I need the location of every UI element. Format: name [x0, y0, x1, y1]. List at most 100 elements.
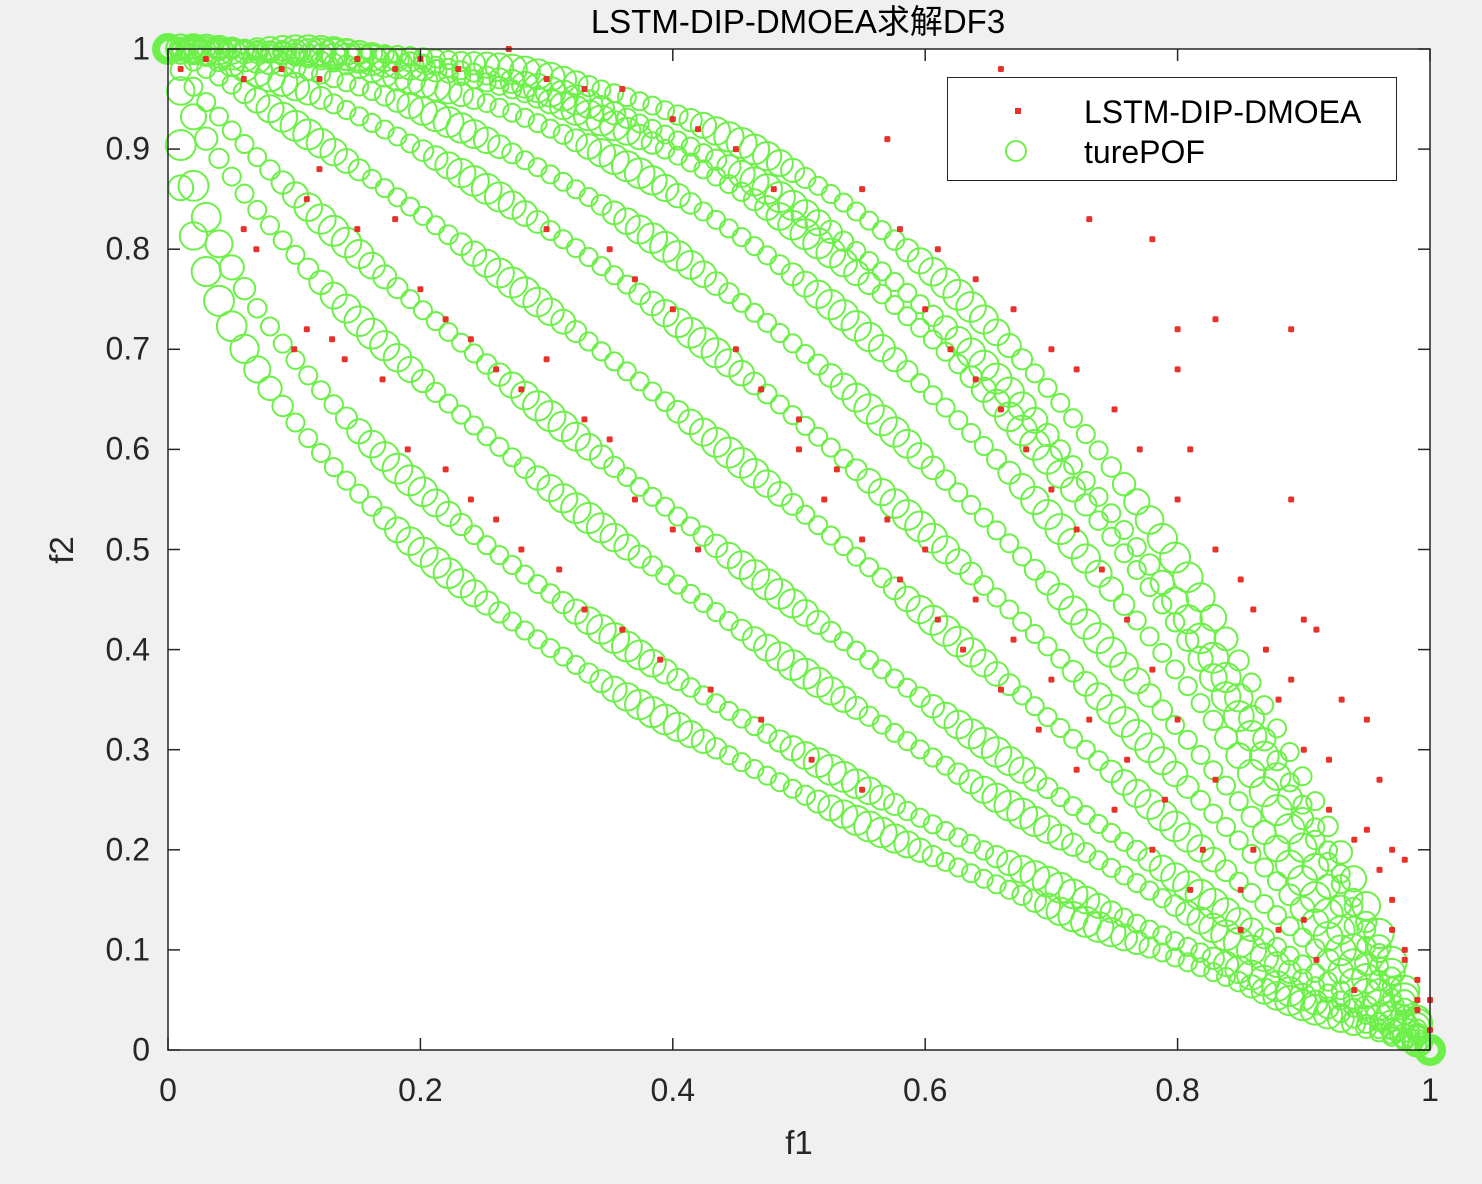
pof-marker	[752, 141, 783, 172]
scatter-point	[1326, 756, 1333, 763]
scatter-point	[1187, 886, 1194, 893]
pof-marker	[563, 70, 589, 96]
y-tick-label: 0.2	[105, 831, 150, 868]
scatter-point	[1338, 696, 1345, 703]
pof-marker	[1305, 829, 1326, 851]
pof-marker	[317, 214, 350, 247]
pof-marker	[808, 515, 829, 536]
pof-marker	[999, 599, 1020, 620]
pof-marker	[1124, 929, 1150, 956]
pof-marker	[1187, 645, 1214, 672]
pof-marker	[757, 765, 778, 786]
pof-marker	[961, 422, 982, 443]
pof-marker	[386, 277, 409, 300]
pof-marker	[497, 190, 527, 220]
pof-marker	[400, 133, 421, 154]
pof-marker	[712, 436, 745, 469]
scatter-point	[758, 386, 765, 393]
scatter-point	[657, 656, 664, 663]
scatter-point	[896, 576, 903, 583]
scatter-point	[1174, 716, 1181, 723]
pof-marker	[336, 470, 357, 491]
pof-marker	[1163, 894, 1187, 917]
scatter-point	[1401, 856, 1408, 863]
pof-marker	[1111, 472, 1137, 497]
pof-marker	[665, 182, 691, 209]
pof-marker	[1165, 931, 1186, 952]
pof-marker	[920, 455, 946, 481]
scatter-point	[1401, 946, 1408, 953]
pof-marker	[563, 128, 588, 153]
pof-marker	[591, 79, 612, 100]
pof-marker	[183, 76, 204, 97]
scatter-point	[669, 116, 676, 123]
pof-marker	[1330, 1003, 1351, 1024]
pof-marker	[907, 837, 933, 863]
pof-marker	[667, 506, 688, 527]
pof-marker	[536, 297, 565, 327]
pof-marker	[1123, 667, 1151, 695]
pof-marker	[508, 55, 541, 88]
pof-marker	[331, 293, 362, 324]
scatter-point	[1389, 896, 1396, 903]
pof-marker	[910, 807, 931, 828]
pof-marker	[947, 762, 970, 785]
scatter-point	[556, 566, 563, 573]
scatter-point	[619, 86, 626, 93]
scatter-point	[354, 226, 361, 233]
scatter-point	[379, 376, 386, 383]
pof-marker	[259, 159, 281, 181]
scatter-point	[341, 356, 348, 363]
pof-marker	[642, 486, 663, 507]
pof-marker	[1049, 439, 1071, 461]
pof-marker	[616, 87, 637, 108]
pof-marker	[1279, 772, 1300, 793]
scatter-point	[669, 526, 676, 533]
scatter-point	[354, 56, 361, 63]
pof-marker	[1084, 682, 1113, 711]
pof-marker	[667, 130, 688, 151]
pof-marker	[279, 34, 312, 66]
scatter-point	[1414, 1006, 1421, 1013]
y-tick-label: 0.6	[105, 430, 150, 467]
pof-marker	[731, 181, 752, 202]
pof-marker	[476, 65, 497, 86]
pof-marker	[502, 102, 523, 123]
pof-marker	[438, 321, 459, 342]
pof-marker	[1160, 862, 1190, 893]
pof-marker	[922, 385, 943, 406]
pof-marker	[489, 545, 510, 566]
pof-marker	[285, 244, 306, 265]
pof-marker	[769, 772, 790, 793]
pof-marker	[1210, 681, 1242, 713]
chart-title: LSTM-DIP-DMOEA求解DF3	[590, 3, 1006, 40]
pof-marker	[473, 51, 501, 79]
pof-marker	[1267, 905, 1288, 926]
pof-marker	[412, 205, 433, 226]
pof-marker	[859, 210, 880, 231]
pof-marker	[310, 380, 331, 401]
pof-marker	[829, 248, 859, 278]
pof-marker	[476, 535, 497, 556]
pof-marker	[943, 709, 974, 740]
pof-marker	[449, 512, 473, 537]
scatter-point	[1010, 636, 1017, 643]
scatter-point	[1111, 806, 1118, 813]
scatter-point	[442, 466, 449, 473]
pof-marker	[1114, 543, 1135, 564]
pof-marker	[476, 93, 497, 114]
pof-marker	[1108, 706, 1140, 738]
pof-marker	[1214, 859, 1238, 883]
pof-marker	[1159, 541, 1192, 574]
pof-marker	[489, 436, 510, 457]
pof-marker	[1305, 817, 1326, 838]
pof-marker	[795, 504, 816, 525]
legend[interactable]: LSTM-DIP-DMOEA turePOF	[947, 77, 1397, 181]
pof-marker	[781, 492, 805, 516]
x-tick-label: 0.6	[902, 1072, 948, 1108]
scatter-point	[695, 126, 702, 133]
pof-marker	[1254, 857, 1275, 878]
pof-marker	[451, 60, 472, 81]
pof-marker	[355, 317, 388, 350]
pof-marker	[1096, 917, 1127, 948]
